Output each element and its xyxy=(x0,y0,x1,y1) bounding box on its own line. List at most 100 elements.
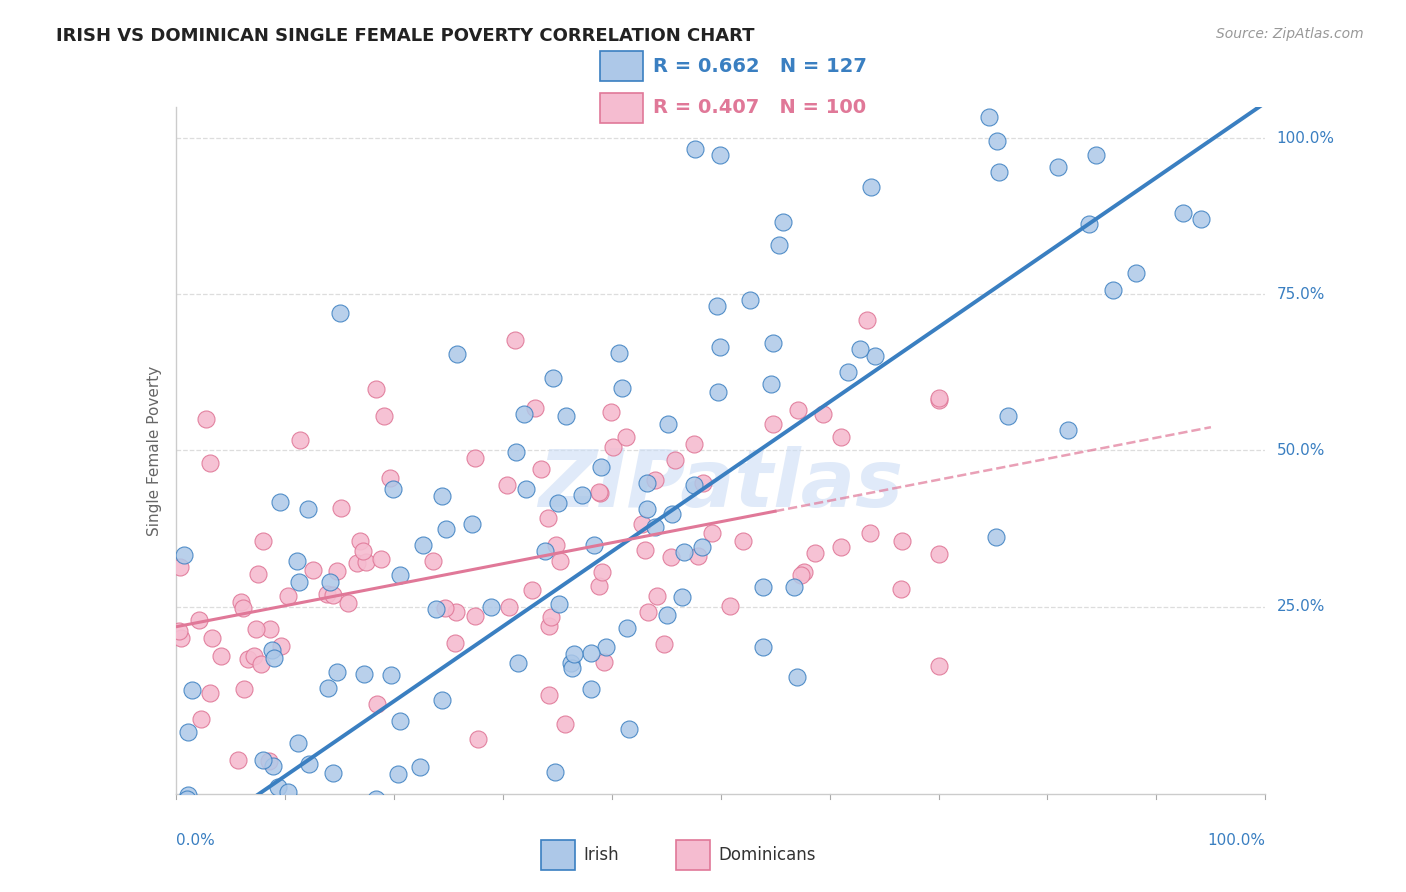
Point xyxy=(173,548,195,562)
Text: 50.0%: 50.0% xyxy=(1277,443,1324,458)
Point xyxy=(232,681,254,696)
Point xyxy=(634,543,657,558)
Point xyxy=(319,574,342,589)
Point xyxy=(709,148,731,162)
Point xyxy=(579,646,602,660)
Point xyxy=(616,621,638,635)
Text: 100.0%: 100.0% xyxy=(1277,131,1334,145)
Point xyxy=(718,599,741,614)
Point xyxy=(1189,212,1212,227)
Point xyxy=(305,831,328,846)
Point xyxy=(657,417,679,431)
Point xyxy=(209,649,232,664)
Point xyxy=(381,483,404,497)
Point xyxy=(636,502,658,516)
Text: R = 0.407   N = 100: R = 0.407 N = 100 xyxy=(654,98,866,117)
Point xyxy=(1085,147,1108,161)
Point xyxy=(683,478,706,492)
Point xyxy=(329,500,352,515)
Point xyxy=(690,540,713,554)
Point xyxy=(683,142,706,156)
Point xyxy=(262,759,284,773)
Point xyxy=(593,655,616,669)
Point xyxy=(302,563,325,577)
Bar xyxy=(541,839,575,870)
Point xyxy=(591,566,613,580)
Point xyxy=(761,376,783,391)
Point xyxy=(349,533,371,548)
Point xyxy=(583,538,606,552)
Point xyxy=(738,293,761,307)
Point xyxy=(811,407,834,421)
Point xyxy=(329,306,352,320)
Point xyxy=(890,534,912,549)
Point xyxy=(195,411,218,425)
Point xyxy=(571,488,593,502)
Point xyxy=(661,508,683,522)
Point xyxy=(290,433,312,447)
Point xyxy=(537,511,560,525)
Point xyxy=(432,489,454,503)
Point xyxy=(830,540,852,554)
Point xyxy=(167,624,190,638)
Y-axis label: Single Female Poverty: Single Female Poverty xyxy=(146,366,162,535)
Point xyxy=(786,670,808,684)
Point xyxy=(479,599,502,614)
Point xyxy=(733,534,755,549)
Point xyxy=(343,875,366,889)
Point xyxy=(544,764,567,779)
Point xyxy=(986,530,1008,544)
Point xyxy=(856,312,879,326)
Point xyxy=(554,409,576,423)
Point xyxy=(252,754,274,768)
Text: 0.0%: 0.0% xyxy=(176,833,215,847)
Point xyxy=(659,549,682,564)
Point xyxy=(200,686,222,700)
Point xyxy=(257,755,280,769)
Point xyxy=(316,587,339,601)
Text: 75.0%: 75.0% xyxy=(1277,287,1324,301)
Point xyxy=(515,482,537,496)
Point xyxy=(350,801,373,815)
Point xyxy=(422,554,444,568)
Point xyxy=(890,582,912,596)
Point xyxy=(176,792,198,806)
Point xyxy=(446,605,468,619)
Point xyxy=(226,753,249,767)
Point xyxy=(702,526,724,541)
Point xyxy=(768,238,790,252)
Point xyxy=(326,665,349,680)
Point xyxy=(177,724,200,739)
Point xyxy=(498,600,520,615)
Point xyxy=(588,579,610,593)
Text: Source: ZipAtlas.com: Source: ZipAtlas.com xyxy=(1216,27,1364,41)
Point xyxy=(433,600,456,615)
Point xyxy=(928,547,950,561)
Point xyxy=(297,502,319,516)
Point xyxy=(243,648,266,663)
Text: Dominicans: Dominicans xyxy=(718,846,815,863)
Point xyxy=(353,667,375,681)
Point xyxy=(232,601,254,615)
Point xyxy=(250,657,273,671)
Point xyxy=(790,567,813,582)
Point xyxy=(783,580,806,594)
Point xyxy=(425,602,447,616)
Point xyxy=(200,820,222,834)
Point xyxy=(408,759,430,773)
Point xyxy=(236,651,259,665)
Point xyxy=(308,799,330,814)
Point xyxy=(259,622,281,636)
Point xyxy=(579,682,602,697)
Point xyxy=(986,134,1008,148)
Point xyxy=(544,538,567,552)
Point xyxy=(496,478,519,492)
Point xyxy=(600,405,623,419)
Point xyxy=(188,613,211,627)
Point xyxy=(751,640,773,655)
Point xyxy=(683,437,706,451)
Point xyxy=(503,333,526,347)
Point xyxy=(523,401,546,416)
Text: 25.0%: 25.0% xyxy=(1277,599,1324,614)
Text: 100.0%: 100.0% xyxy=(1208,833,1265,847)
